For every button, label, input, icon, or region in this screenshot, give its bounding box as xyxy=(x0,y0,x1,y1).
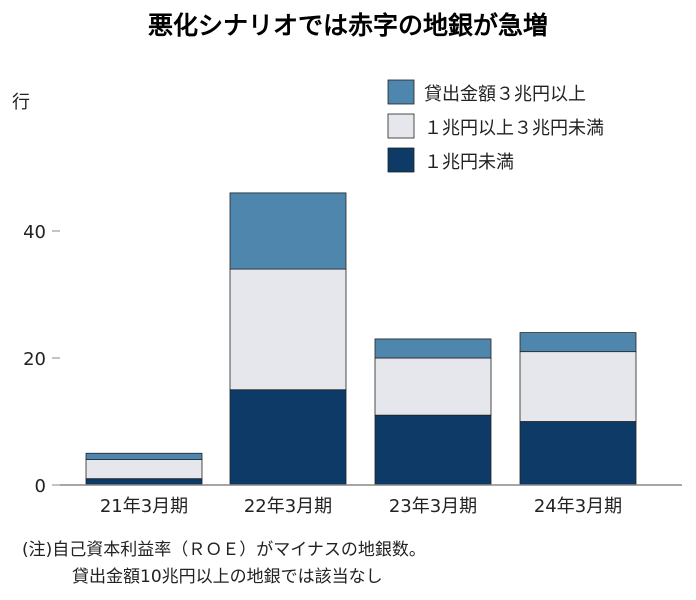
x-tick-label: 22年3月期 xyxy=(244,496,332,517)
chart-title: 悪化シナリオでは赤字の地銀が急増 xyxy=(148,11,548,40)
y-tick-label: 40 xyxy=(23,222,46,243)
bar-segment xyxy=(85,459,203,480)
legend-label: １兆円以上３兆円未満 xyxy=(424,118,604,139)
bar-segment xyxy=(229,389,347,486)
bar-segment xyxy=(85,478,203,486)
bar-segment xyxy=(229,268,347,391)
legend-label: １兆円未満 xyxy=(424,152,514,173)
x-tick-label: 21年3月期 xyxy=(100,496,188,517)
legend-swatch xyxy=(387,147,415,173)
legend-label: 貸出金額３兆円以上 xyxy=(424,84,586,105)
bar-segment xyxy=(519,332,637,353)
legend-swatch xyxy=(387,79,415,105)
bar-segment xyxy=(519,351,637,422)
footnote-1: (注)自己資本利益率（ＲＯＥ）がマイナスの地銀数。 xyxy=(22,540,426,560)
bar-segment xyxy=(374,357,492,416)
y-tick-label: 0 xyxy=(35,476,46,497)
bar-segment xyxy=(229,192,347,270)
y-tick-label: 20 xyxy=(23,349,46,370)
bar-segment xyxy=(374,338,492,359)
legend-swatch xyxy=(387,113,415,139)
x-tick-label: 24年3月期 xyxy=(534,496,622,517)
bar-segment xyxy=(374,414,492,486)
footnote-2: 貸出金額10兆円以上の地銀では該当なし xyxy=(72,567,383,587)
x-tick-label: 23年3月期 xyxy=(389,496,477,517)
y-axis-label: 行 xyxy=(12,92,30,113)
bar-segment xyxy=(519,421,637,486)
bar-segment xyxy=(85,452,203,460)
